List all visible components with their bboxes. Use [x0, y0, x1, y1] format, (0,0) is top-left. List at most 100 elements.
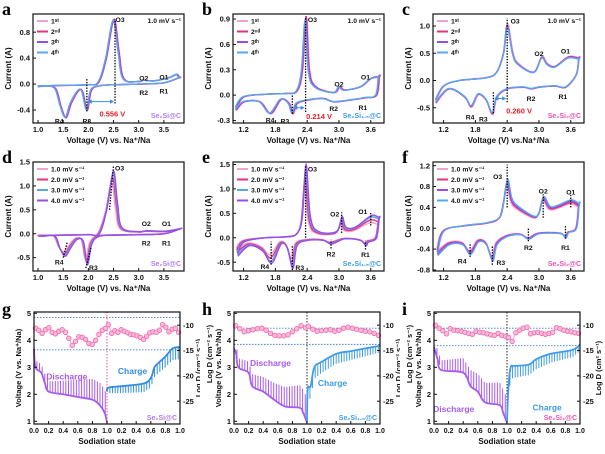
legend-label: 2ⁿᵈ — [51, 29, 60, 36]
logD-discharge-point — [92, 337, 99, 344]
cv-series-line — [38, 170, 183, 266]
axes-frame — [432, 13, 585, 124]
y-axis-label: Voltage (V vs. Na⁺/Na) — [414, 328, 423, 407]
y-tick-label: -0.3 — [217, 116, 230, 125]
y-tick-label: 3 — [27, 363, 31, 372]
axes-frame — [232, 161, 385, 272]
gitt-chart-h: h Discharge Charge Se₂Si₁.₅@C 0.0 0.2 0.4 0.6 0.… — [200, 299, 403, 450]
peak-label: R2 — [327, 251, 336, 258]
logD-discharge-point — [254, 326, 261, 332]
legend-label: 3.0 mV s⁻¹ — [51, 188, 85, 195]
x-tick-label: 3.0 — [133, 125, 143, 134]
peak-label: R3 — [281, 118, 290, 125]
logD-charge-point — [509, 338, 515, 345]
legend-label: 4ᵗʰ — [451, 50, 459, 57]
y-right-tick-label: -25 — [183, 397, 194, 406]
y-tick-label: 0.0 — [220, 233, 230, 242]
y-tick-label: 0.3 — [220, 65, 230, 74]
x-axis-label: Sodiation state — [278, 437, 336, 446]
x-tick-label: 0.4 — [331, 428, 341, 435]
sample-label: Se₂Si@C — [151, 113, 181, 120]
y-right-axis-label: Log D (cm² s⁻¹) — [594, 340, 603, 395]
x-tick-label: 0.6 — [146, 428, 156, 435]
logD-charge-point — [172, 325, 179, 331]
cv-chart-f: f O3 O2 O1 R2 R1 R3 R4 1.2 1.8 2.4 3.0 3.6 -0.8 -0.4 0.… — [400, 147, 602, 298]
legend-label: 3ᵗʰ — [251, 40, 259, 47]
logD-discharge-point — [96, 331, 102, 337]
x-tick-label: 3.6 — [366, 125, 376, 134]
logD-charge-point — [345, 324, 351, 330]
panel-letter: b — [202, 0, 212, 19]
x-tick-label: 1.0 — [33, 125, 43, 134]
peak-label: O1 — [358, 209, 367, 216]
sample-label: Se₂Si₁.₅@C — [343, 113, 381, 120]
y-tick-label: -0.8 — [417, 266, 430, 275]
logD-charge-point — [323, 327, 329, 333]
y-tick-label: 0.0 — [420, 76, 430, 85]
legend-label: 1ˢᵗ — [451, 19, 459, 26]
panel-letter: a — [2, 0, 11, 19]
x-tick-label: 1.0 — [102, 428, 112, 435]
discharge-curve — [233, 348, 308, 424]
x-tick-label: 0.8 — [361, 428, 371, 435]
panel-letter: e — [202, 147, 210, 167]
logD-discharge-point — [89, 341, 95, 348]
x-axis-label: Voltage (V) vs. Na⁺/Na — [467, 284, 551, 293]
x-tick-label: 0.2 — [444, 428, 454, 435]
peak-label: O3 — [116, 17, 125, 24]
y-axis-label: Current (A) — [404, 195, 413, 238]
x-tick-label: 3.6 — [566, 273, 576, 282]
panel-letter: c — [402, 0, 410, 19]
x-axis-label: Sodiation state — [478, 437, 536, 446]
x-tick-label: 2.4 — [502, 125, 513, 134]
logD-charge-point — [332, 328, 338, 334]
panel-background — [0, 148, 202, 298]
legend-label: 3.0 mV s⁻¹ — [251, 188, 285, 195]
sample-label: Se₂Si@C — [147, 415, 177, 422]
y-tick-label: 1.5 — [20, 158, 30, 167]
legend-label: 4.0 mV s⁻¹ — [51, 198, 85, 205]
logD-discharge-point — [62, 329, 69, 335]
peak-guide-line — [108, 165, 115, 210]
logD-discharge-point — [276, 333, 282, 339]
x-tick-label: 3.0 — [534, 273, 544, 282]
x-tick-label: 3.6 — [566, 125, 576, 134]
logD-charge-point — [349, 325, 355, 331]
logD-discharge-point — [469, 331, 476, 337]
logD-discharge-point — [46, 325, 52, 331]
logD-charge-point — [314, 328, 320, 334]
arrow-head-icon — [300, 105, 305, 110]
x-tick-label: 0.8 — [288, 428, 298, 435]
peak-label: O1 — [361, 75, 370, 82]
sample-label: Se₂Si₂@C — [548, 113, 581, 120]
x-tick-label: 1.0 — [502, 428, 512, 435]
x-tick-label: 1.5 — [58, 125, 68, 134]
arrow-head-icon — [494, 96, 499, 101]
y-right-tick-label: -25 — [383, 397, 394, 406]
x-tick-label: 0.4 — [58, 428, 68, 435]
y-tick-label: 1.5 — [220, 160, 230, 169]
y-tick-label: 0.4 — [420, 203, 431, 212]
plot-area — [436, 164, 581, 265]
y-tick-label: 4 — [27, 336, 32, 345]
cv-chart-d: d O3 O2 O1 R2 R1 R3 R4 1.0 1.5 2.0 2.5 3.0 3.5 -0.5 0.0… — [0, 147, 202, 298]
logD-discharge-point — [294, 326, 300, 332]
logD-charge-point — [105, 321, 112, 328]
x-tick-label: 0.2 — [517, 428, 527, 435]
x-tick-label: 2.4 — [502, 273, 513, 282]
arrow-head-icon — [502, 96, 507, 101]
logD-charge-point — [513, 330, 519, 336]
legend-label: 2ⁿᵈ — [251, 29, 260, 36]
logD-charge-point — [524, 324, 530, 330]
peak-label: O3 — [115, 166, 124, 173]
y-right-tick-label: -20 — [383, 371, 394, 380]
legend-label: 1.0 mV s⁻¹ — [251, 167, 285, 174]
y-tick-label: 2 — [427, 390, 431, 399]
peak-label: R4 — [466, 114, 475, 121]
y-axis-label-overlap: Log D (cm⁻² s⁻¹) — [405, 324, 414, 383]
x-tick-label: 1.2 — [438, 125, 448, 134]
panel-background — [400, 148, 602, 298]
cv-chart-a: a 0.556 V O3 O2 O1 R2 R1 R3 R4 1.0 1.5 2.0 2.5 3.0 3.5… — [0, 0, 202, 150]
x-tick-label: 2.0 — [83, 125, 93, 134]
peak-guide-line — [85, 247, 92, 269]
